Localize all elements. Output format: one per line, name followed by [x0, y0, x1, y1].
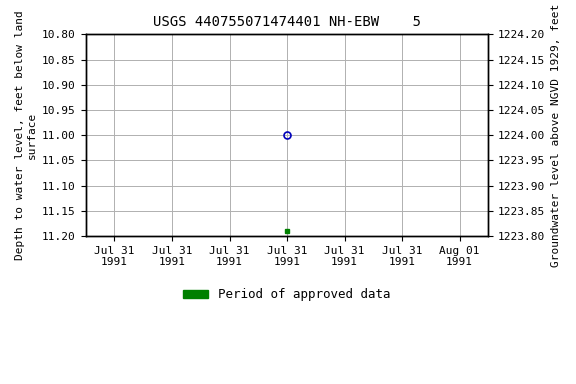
Y-axis label: Depth to water level, feet below land
surface: Depth to water level, feet below land su…	[15, 10, 37, 260]
Title: USGS 440755071474401 NH-EBW    5: USGS 440755071474401 NH-EBW 5	[153, 15, 421, 29]
Y-axis label: Groundwater level above NGVD 1929, feet: Groundwater level above NGVD 1929, feet	[551, 3, 561, 267]
Legend: Period of approved data: Period of approved data	[179, 283, 396, 306]
